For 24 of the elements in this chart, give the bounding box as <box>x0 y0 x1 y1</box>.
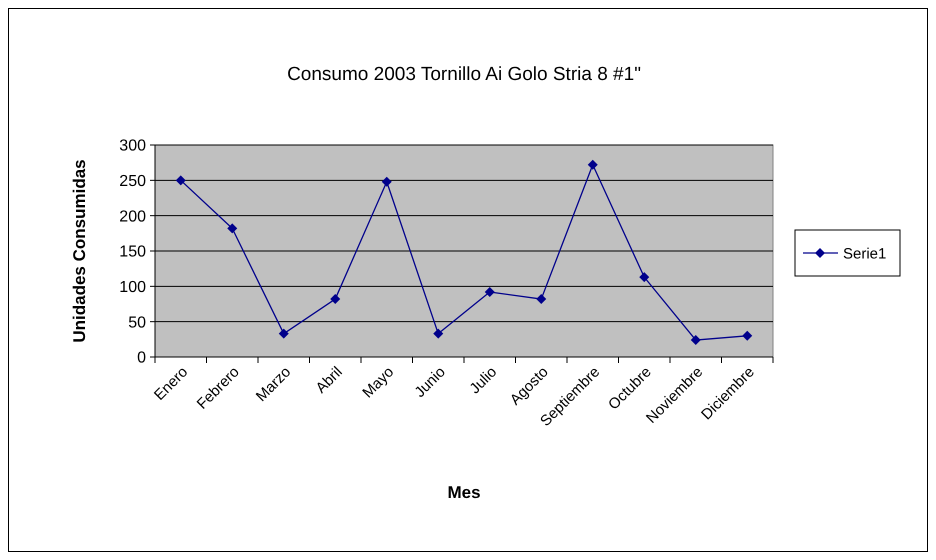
point <box>176 175 186 186</box>
y-tick-label: 50 <box>128 314 146 332</box>
x-tick-label: Julio <box>466 364 500 398</box>
point <box>330 294 340 304</box>
x-axis-title: Mes <box>447 483 481 502</box>
y-tick-label: 250 <box>119 172 146 190</box>
point <box>382 176 392 187</box>
y-tick-label: 0 <box>137 350 146 367</box>
point <box>278 328 289 339</box>
point <box>433 328 444 339</box>
point <box>588 160 598 170</box>
point <box>227 223 238 234</box>
legend-label: Serie1 <box>843 245 886 262</box>
chart-title: Consumo 2003 Tornillo Ai Golo Stria 8 #1" <box>287 64 641 85</box>
y-tick-label: 150 <box>119 244 146 261</box>
point <box>742 330 752 341</box>
point <box>639 272 650 282</box>
y-axis-title: Unidades Consumidas <box>70 159 89 343</box>
point <box>690 335 701 346</box>
y-tick-label: 300 <box>119 138 146 155</box>
point <box>536 294 546 304</box>
point <box>484 286 495 297</box>
y-tick-label: 200 <box>119 208 146 226</box>
y-tick-label: 100 <box>119 278 146 296</box>
